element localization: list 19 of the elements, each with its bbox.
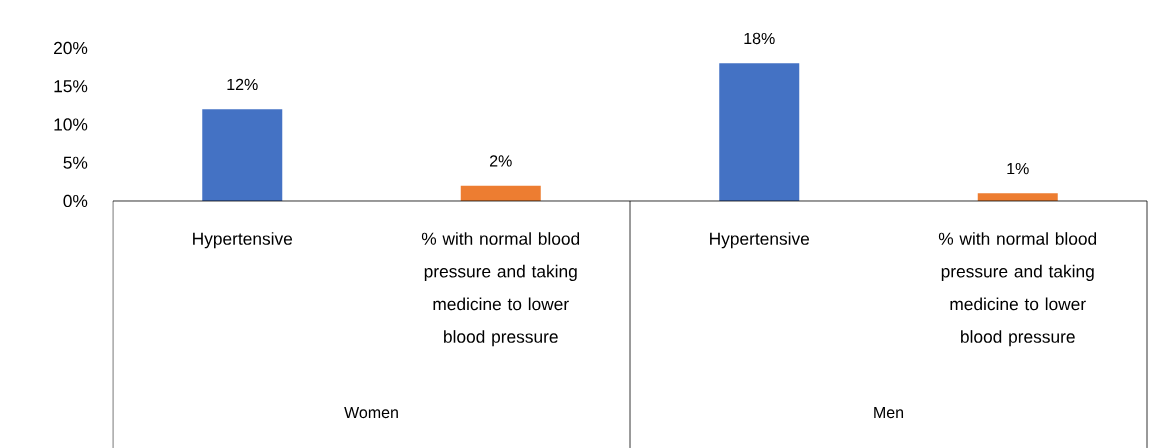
y-tick-label: 10%	[54, 118, 88, 131]
x-tick-label: Hypertensive	[193, 232, 293, 249]
x-tick-label: % with normal blood pressure and taking medicine to lower blood pressure	[421, 232, 580, 347]
data-label: 12%	[227, 78, 258, 91]
x-tick-label: Hypertensive	[710, 232, 810, 249]
y-tick-label: 20%	[54, 41, 88, 55]
bar	[460, 185, 541, 201]
bar	[202, 109, 283, 201]
text: Women	[344, 406, 398, 419]
data-label: 18%	[744, 32, 775, 45]
data-label: 2%	[489, 155, 512, 167]
y-tick-label: 0%	[63, 194, 88, 208]
y-tick-label: 15%	[54, 80, 88, 93]
x-tick-label: % with normal blood pressure and taking medicine to lower blood pressure	[938, 232, 1097, 347]
bar	[719, 63, 800, 201]
data-label: 1%	[1007, 162, 1029, 175]
y-tick-label: 5%	[63, 156, 88, 169]
text: Men	[874, 406, 904, 419]
bar	[977, 193, 1058, 201]
